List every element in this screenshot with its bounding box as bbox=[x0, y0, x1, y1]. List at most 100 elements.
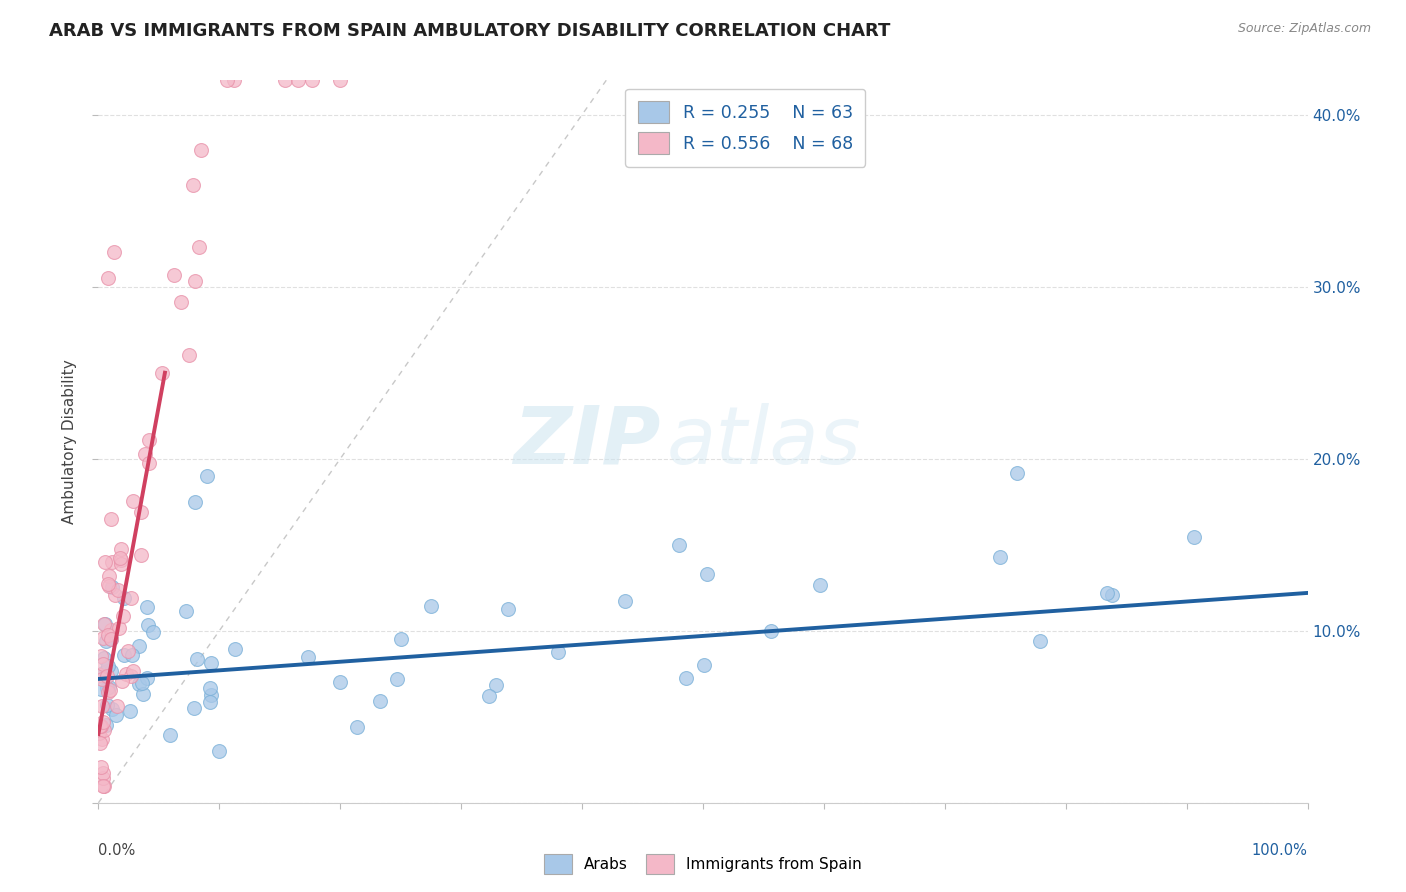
Point bbox=[89, 726, 111, 740]
Point bbox=[419, 599, 441, 614]
Point bbox=[117, 644, 139, 658]
Point bbox=[990, 550, 1012, 565]
Point bbox=[104, 588, 127, 602]
Point bbox=[368, 694, 391, 708]
Point bbox=[183, 701, 205, 715]
Point bbox=[120, 591, 142, 605]
Point bbox=[101, 580, 124, 594]
Point bbox=[96, 698, 118, 712]
Point bbox=[97, 271, 120, 285]
Text: ZIP: ZIP bbox=[513, 402, 661, 481]
Point bbox=[89, 736, 111, 750]
Point bbox=[111, 673, 134, 688]
Point bbox=[1095, 586, 1118, 600]
Point bbox=[91, 779, 114, 793]
Point bbox=[89, 668, 111, 682]
Point bbox=[200, 681, 222, 695]
Text: atlas: atlas bbox=[666, 402, 862, 481]
Point bbox=[96, 634, 118, 648]
Point bbox=[93, 779, 115, 793]
Point bbox=[100, 632, 122, 646]
Point bbox=[94, 616, 117, 631]
Point bbox=[222, 73, 245, 87]
Point bbox=[91, 698, 114, 713]
Point bbox=[128, 677, 150, 691]
Point bbox=[136, 671, 159, 685]
Point bbox=[129, 549, 152, 563]
Point bbox=[675, 671, 697, 685]
Point bbox=[90, 719, 112, 733]
Point bbox=[1101, 588, 1123, 602]
Point bbox=[184, 494, 207, 508]
Point bbox=[693, 657, 716, 672]
Point bbox=[97, 659, 120, 673]
Point bbox=[121, 668, 143, 682]
Point bbox=[121, 648, 143, 662]
Point bbox=[141, 624, 163, 639]
Point bbox=[97, 680, 120, 694]
Point bbox=[89, 719, 111, 733]
Point bbox=[110, 541, 132, 556]
Point bbox=[200, 688, 222, 702]
Point bbox=[97, 577, 120, 591]
Point bbox=[91, 714, 114, 729]
Point bbox=[100, 632, 122, 646]
Point bbox=[101, 702, 124, 716]
Legend: R = 0.255    N = 63, R = 0.556    N = 68: R = 0.255 N = 63, R = 0.556 N = 68 bbox=[626, 89, 865, 167]
Point bbox=[103, 245, 125, 260]
Point bbox=[100, 665, 122, 679]
Point bbox=[547, 645, 569, 659]
Point bbox=[111, 608, 134, 623]
Point bbox=[97, 628, 120, 642]
Point bbox=[808, 577, 831, 591]
Point bbox=[93, 651, 115, 665]
Y-axis label: Ambulatory Disability: Ambulatory Disability bbox=[62, 359, 77, 524]
Point bbox=[1029, 634, 1052, 648]
Legend: Arabs, Immigrants from Spain: Arabs, Immigrants from Spain bbox=[538, 848, 868, 880]
Point bbox=[107, 583, 129, 598]
Point bbox=[287, 73, 309, 87]
Point bbox=[96, 681, 118, 696]
Point bbox=[93, 666, 115, 681]
Point bbox=[134, 447, 156, 461]
Point bbox=[122, 493, 145, 508]
Point bbox=[696, 567, 718, 582]
Point bbox=[91, 771, 114, 785]
Point bbox=[90, 681, 112, 696]
Point bbox=[195, 469, 218, 483]
Point bbox=[668, 538, 690, 552]
Point bbox=[98, 682, 121, 697]
Point bbox=[181, 178, 204, 192]
Point bbox=[91, 766, 114, 780]
Point bbox=[98, 569, 121, 583]
Point bbox=[93, 723, 115, 737]
Point bbox=[105, 699, 128, 714]
Point bbox=[128, 639, 150, 653]
Text: 0.0%: 0.0% bbox=[98, 843, 135, 857]
Point bbox=[150, 366, 173, 380]
Point bbox=[274, 73, 297, 87]
Point bbox=[186, 651, 208, 665]
Point bbox=[346, 720, 368, 734]
Point bbox=[138, 433, 160, 447]
Point bbox=[136, 600, 159, 615]
Point bbox=[190, 143, 212, 157]
Point bbox=[200, 695, 222, 709]
Point bbox=[478, 690, 501, 704]
Point bbox=[108, 621, 131, 635]
Point bbox=[496, 602, 519, 616]
Point bbox=[329, 674, 352, 689]
Point bbox=[138, 456, 160, 470]
Point bbox=[90, 649, 112, 664]
Point bbox=[100, 512, 122, 526]
Point bbox=[101, 555, 124, 569]
Point bbox=[91, 673, 114, 687]
Point bbox=[207, 744, 229, 758]
Point bbox=[94, 555, 117, 569]
Point bbox=[217, 73, 239, 87]
Point bbox=[177, 348, 200, 362]
Point bbox=[176, 604, 198, 618]
Point bbox=[90, 731, 112, 746]
Point bbox=[301, 73, 323, 87]
Point bbox=[131, 675, 153, 690]
